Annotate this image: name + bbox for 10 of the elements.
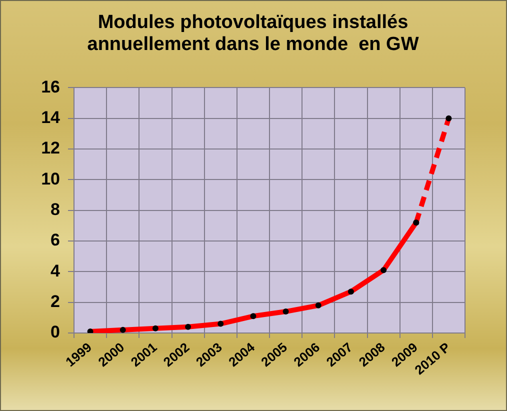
y-tick-label: 8 — [50, 200, 60, 220]
y-tick-label: 16 — [41, 77, 60, 96]
y-tick-label: 12 — [41, 138, 60, 158]
chart-title: Modules photovoltaïques installés annuellement dans le monde en GW — [87, 12, 419, 56]
y-tick-label: 4 — [50, 261, 61, 280]
y-tick-label: 0 — [50, 322, 60, 342]
y-tick-label: 14 — [41, 108, 61, 128]
y-tick-label: 2 — [50, 292, 60, 312]
y-tick-label: 10 — [41, 169, 60, 188]
y-tick-label: 6 — [50, 230, 60, 250]
